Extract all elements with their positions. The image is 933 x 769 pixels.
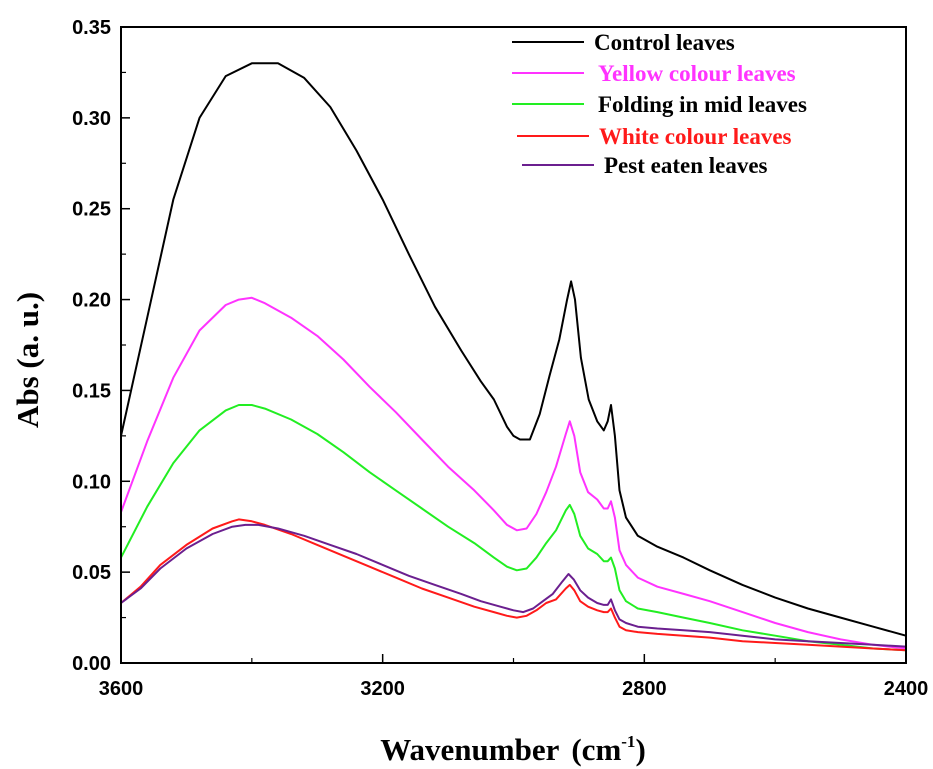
x-tick-label: 2400 xyxy=(884,678,929,700)
series-line-5 xyxy=(120,523,907,648)
legend-label-5: Pest eaten leaves xyxy=(604,153,768,178)
y-tick-label: 0.20 xyxy=(72,290,111,312)
x-axis-label: Wavenumber (cm-1) xyxy=(380,732,646,767)
y-tick-label: 0.05 xyxy=(72,562,111,584)
y-tick-label: 0.30 xyxy=(72,108,111,130)
series-line-4 xyxy=(120,518,907,652)
y-tick-label: 0.25 xyxy=(72,199,111,221)
x-axis-label-unit-superscript: -1 xyxy=(621,732,635,751)
y-tick-label: 0.35 xyxy=(72,17,111,39)
series-line-3 xyxy=(120,404,907,652)
y-axis-label: Abs (a. u.) xyxy=(10,292,45,428)
x-tick-label: 3600 xyxy=(99,678,144,700)
plot-frame xyxy=(120,26,907,664)
x-axis-label-unit-close: ) xyxy=(635,732,645,767)
legend-label-3: Folding in mid leaves xyxy=(598,92,807,117)
y-tick-label: 0.15 xyxy=(72,380,111,402)
series-line-1 xyxy=(120,62,907,637)
series-layer xyxy=(120,62,907,652)
x-tick-label: 3200 xyxy=(360,678,405,700)
series-line-2 xyxy=(120,296,907,650)
x-axis-label-name: Wavenumber xyxy=(380,732,559,767)
legend: Control leaves Yellow colour leaves Foldin… xyxy=(512,30,807,178)
legend-label-2: Yellow colour leaves xyxy=(598,61,796,86)
x-axis-label-unit: (cm xyxy=(571,732,621,767)
legend-label-1: Control leaves xyxy=(594,30,735,55)
y-tick-label: 0.10 xyxy=(72,471,111,493)
y-tick-label: 0.00 xyxy=(72,653,111,675)
legend-label-4: White colour leaves xyxy=(599,124,792,149)
ticks-layer: 0.00 0.05 0.10 0.15 0.20 0.25 0.30 0.35 3600 3200… xyxy=(72,17,928,700)
x-tick-label: 2800 xyxy=(622,678,667,700)
